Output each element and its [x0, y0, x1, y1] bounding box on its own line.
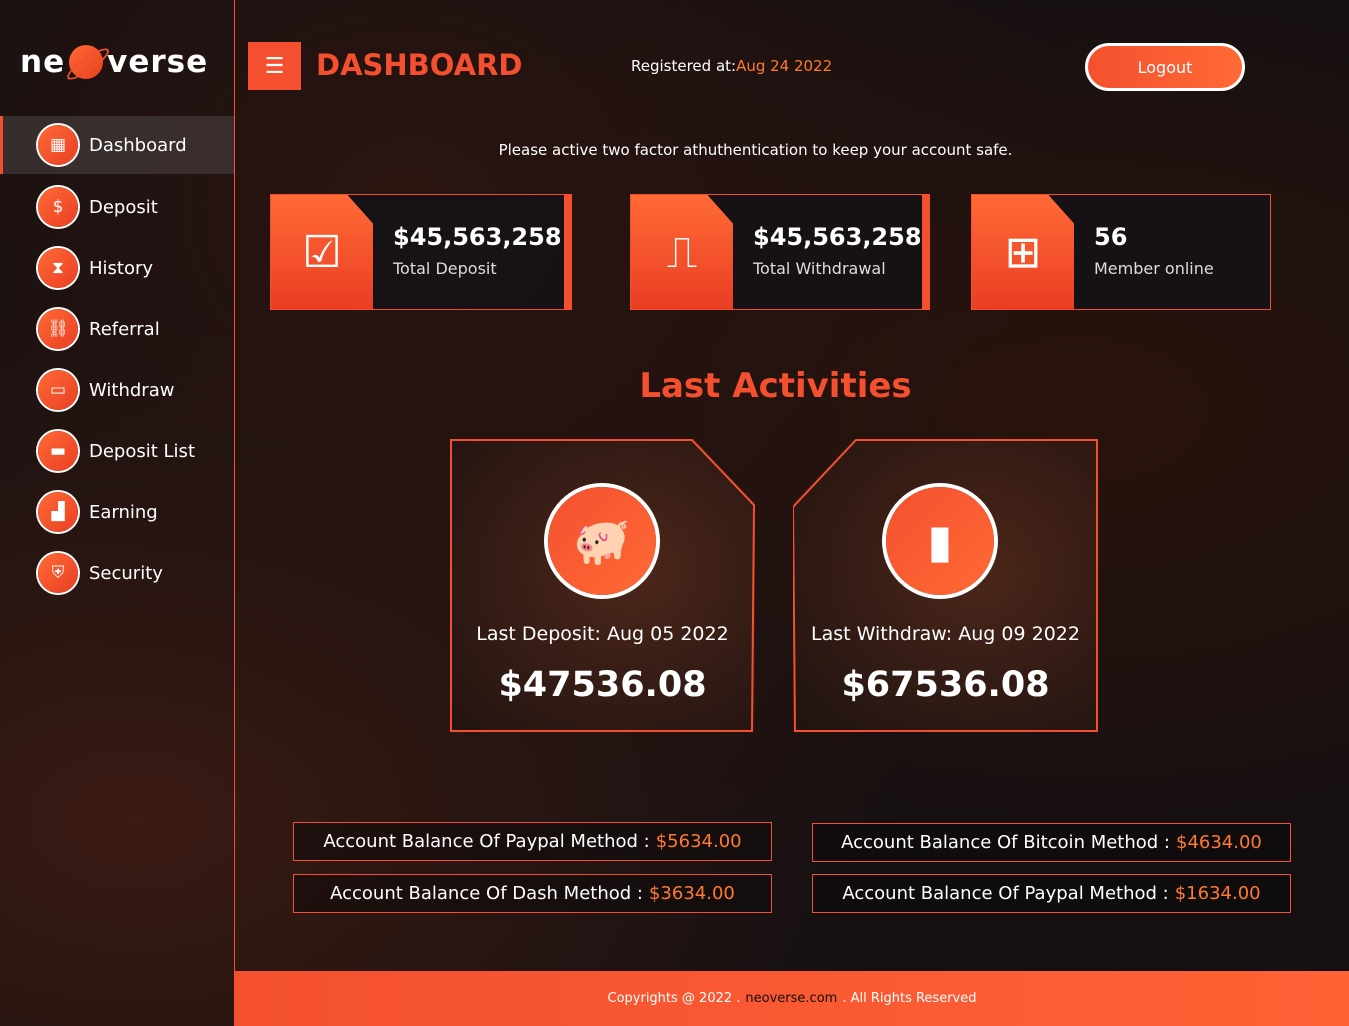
page-title: DASHBOARD [316, 48, 523, 82]
sidebar-item-label: Deposit [89, 196, 158, 218]
piggy-bank-icon: 🐖 [548, 487, 656, 595]
accent-strip [922, 195, 929, 309]
balance-paypal: Account Balance Of Paypal Method : $5634.… [293, 822, 772, 861]
last-activities-title: Last Activities [639, 366, 912, 406]
sidebar-item-label: History [89, 257, 154, 279]
balance-label: Account Balance Of Paypal Method : [842, 883, 1169, 904]
sidebar-item-referral[interactable]: ⛓ Referral [0, 300, 234, 358]
menu-toggle-button[interactable]: ☰ [248, 42, 301, 90]
activity-label: Last Deposit: Aug 05 2022 [476, 623, 729, 645]
rights-text: . All Rights Reserved [842, 991, 977, 1006]
balance-value: $4634.00 [1176, 832, 1262, 853]
sidebar-item-dashboard[interactable]: ▦ Dashboard [0, 116, 234, 174]
link-icon: ⛓ [38, 309, 78, 349]
balance-value: $5634.00 [655, 831, 742, 852]
sidebar-item-label: Security [89, 562, 163, 584]
site-link[interactable]: neoverse.com [745, 991, 838, 1006]
stat-card-total-withdrawal: ⎍ $45,563,258 Total Withdrawal [630, 194, 930, 310]
stat-card-member-online: ⊞ 56 Member online [971, 194, 1271, 310]
last-withdraw-card: ▮ Last Withdraw: Aug 09 2022 $67536.08 [793, 439, 1098, 732]
registered-value: Aug 24 2022 [736, 57, 833, 75]
logo-text: ne [20, 44, 66, 80]
balance-label: Account Balance Of Dash Method : [330, 883, 643, 904]
deposit-check-icon: ☑ [271, 195, 373, 309]
sidebar-item-label: Deposit List [89, 440, 195, 462]
atm-withdraw-icon: ⎍ [631, 195, 733, 309]
sidebar-item-label: Earning [89, 501, 158, 523]
copyright-text: Copyrights @ 2022 . [607, 991, 741, 1006]
shield-icon: ⛨ [38, 553, 78, 593]
sidebar-item-label: Referral [89, 318, 160, 340]
balance-dash: Account Balance Of Dash Method : $3634.00 [293, 874, 772, 913]
stat-label: Total Withdrawal [753, 259, 886, 278]
registered-date: Registered at:Aug 24 2022 [631, 57, 832, 75]
last-deposit-card: 🐖 Last Deposit: Aug 05 2022 $47536.08 [450, 439, 755, 732]
sidebar-item-history[interactable]: ⧗ History [0, 239, 234, 297]
money-bag-icon: $ [38, 187, 78, 227]
sidebar-item-withdraw[interactable]: ▭ Withdraw [0, 361, 234, 419]
bar-chart-icon: ▟ [38, 492, 78, 532]
wallet-icon: ▬ [38, 431, 78, 471]
members-screen-icon: ⊞ [972, 195, 1074, 309]
balance-value: $3634.00 [648, 883, 735, 904]
accent-strip [564, 195, 571, 309]
balance-bitcoin: Account Balance Of Bitcoin Method : $4634… [812, 823, 1291, 862]
planet-icon [69, 45, 104, 79]
logo-text: verse [107, 44, 209, 80]
sidebar-item-label: Withdraw [89, 379, 175, 401]
stat-card-total-deposit: ☑ $45,563,258 Total Deposit [270, 194, 572, 310]
logo[interactable]: ne verse [20, 44, 208, 80]
activity-value: $67536.08 [841, 665, 1050, 705]
sidebar-item-deposit-list[interactable]: ▬ Deposit List [0, 422, 234, 480]
stat-label: Member online [1094, 259, 1214, 278]
sidebar-item-earning[interactable]: ▟ Earning [0, 483, 234, 541]
hamburger-icon: ☰ [264, 53, 285, 79]
wallet-icon: ▮ [886, 487, 994, 595]
card-border [793, 439, 1098, 732]
two-factor-notice: Please active two factor athuthenticatio… [498, 141, 1013, 159]
activity-label: Last Withdraw: Aug 09 2022 [811, 623, 1080, 645]
stat-value: 56 [1094, 223, 1128, 251]
stat-value: $45,563,258 [393, 223, 562, 251]
logout-button[interactable]: Logout [1085, 43, 1245, 91]
sidebar-item-security[interactable]: ⛨ Security [0, 544, 234, 602]
footer: Copyrights @ 2022 . neoverse.com . All R… [235, 971, 1349, 1026]
sidebar-item-label: Dashboard [89, 134, 187, 156]
activity-value: $47536.08 [498, 665, 707, 705]
registered-label: Registered at: [631, 57, 737, 75]
balance-paypal-2: Account Balance Of Paypal Method : $1634.… [812, 874, 1291, 913]
card-border [450, 439, 755, 732]
balance-label: Account Balance Of Bitcoin Method : [841, 832, 1170, 853]
stat-value: $45,563,258 [753, 223, 922, 251]
sidebar: ne verse ▦ Dashboard $ Deposit ⧗ History ⛓ R… [0, 0, 235, 1026]
balance-label: Account Balance Of Paypal Method : [323, 831, 650, 852]
balance-value: $1634.00 [1174, 883, 1261, 904]
history-icon: ⧗ [38, 248, 78, 288]
atm-icon: ▭ [38, 370, 78, 410]
sidebar-item-deposit[interactable]: $ Deposit [0, 178, 234, 236]
grid-icon: ▦ [38, 125, 78, 165]
stat-label: Total Deposit [393, 259, 497, 278]
